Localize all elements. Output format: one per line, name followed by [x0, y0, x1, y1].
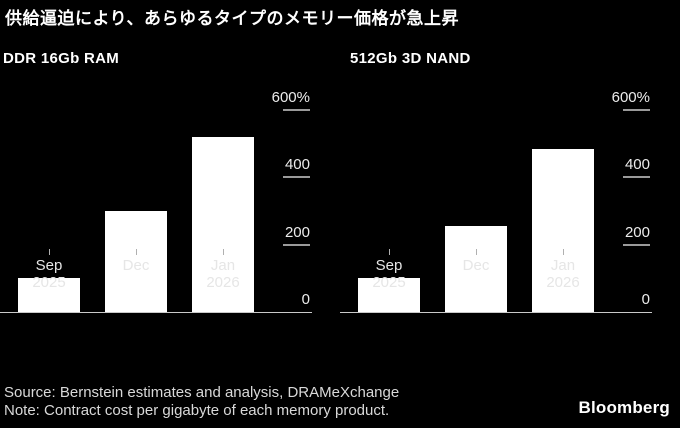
y-tick-label: 0 [301, 291, 310, 308]
bar-chart-3d-nand: 512Gb 3D NAND 0 200 400 600% Sep 2025 Dec Jan 2… [340, 46, 680, 358]
y-tick-dash [623, 109, 650, 111]
x-tick [389, 249, 390, 255]
x-axis-line [0, 312, 312, 313]
x-tick [563, 249, 564, 255]
note-text: Note: Contract cost per gigabyte of each… [4, 402, 390, 419]
y-tick-label: 0 [641, 291, 650, 308]
bars [0, 110, 340, 312]
source-text: Source: Bernstein estimates and analysis… [4, 384, 400, 401]
bloomberg-logo: Bloomberg [578, 398, 670, 417]
y-tick-label: 400 [284, 156, 310, 174]
x-axis-line [340, 312, 652, 313]
bar [445, 226, 507, 312]
x-tick-label: Jan 2026 [546, 257, 580, 291]
bar [358, 278, 420, 312]
y-tick-dash [283, 176, 310, 179]
y-tick-dash [283, 109, 310, 111]
y-tick-dash [623, 176, 650, 179]
charts-row: DDR 16Gb RAM 0 200 400 600% Sep 2025 Dec Jan 20… [0, 46, 680, 358]
plot-area: 0 200 400 600% [0, 89, 340, 313]
y-tick-dash [283, 243, 310, 246]
y-tick-dash [623, 243, 650, 246]
y-tick-label: 200 [284, 223, 310, 241]
x-tick-label: Dec [122, 257, 150, 274]
bar-chart-ddr-ram: DDR 16Gb RAM 0 200 400 600% Sep 2025 Dec Jan 20… [0, 46, 340, 358]
x-tick-label: Sep 2025 [372, 257, 406, 291]
y-tick-label: 600% [271, 89, 310, 106]
y-axis: 0 200 400 600% [340, 89, 680, 312]
plot-area: 0 200 400 600% [340, 89, 680, 313]
y-tick-label: 600% [611, 89, 650, 106]
bar [192, 136, 254, 312]
x-axis: Sep 2025 Dec Jan 2026 [0, 248, 340, 308]
x-tick [49, 249, 50, 255]
y-tick-label: 400 [624, 156, 650, 174]
y-axis: 0 200 400 600% [0, 89, 340, 312]
bar [105, 211, 167, 312]
bar [18, 278, 80, 312]
chart-title: 512Gb 3D NAND [350, 50, 471, 67]
x-tick-label: Jan 2026 [206, 257, 240, 291]
chart-title: DDR 16Gb RAM [3, 50, 120, 67]
bar [532, 148, 594, 312]
bars [340, 110, 680, 312]
x-axis: Sep 2025 Dec Jan 2026 [340, 248, 680, 308]
x-tick [476, 249, 477, 255]
x-tick-label: Dec [462, 257, 490, 274]
x-tick [136, 249, 137, 255]
x-tick [223, 249, 224, 255]
y-tick-label: 200 [624, 223, 650, 241]
page-title: 供給逼迫により、あらゆるタイプのメモリー価格が急上昇 [5, 9, 459, 28]
x-tick-label: Sep 2025 [32, 257, 66, 291]
